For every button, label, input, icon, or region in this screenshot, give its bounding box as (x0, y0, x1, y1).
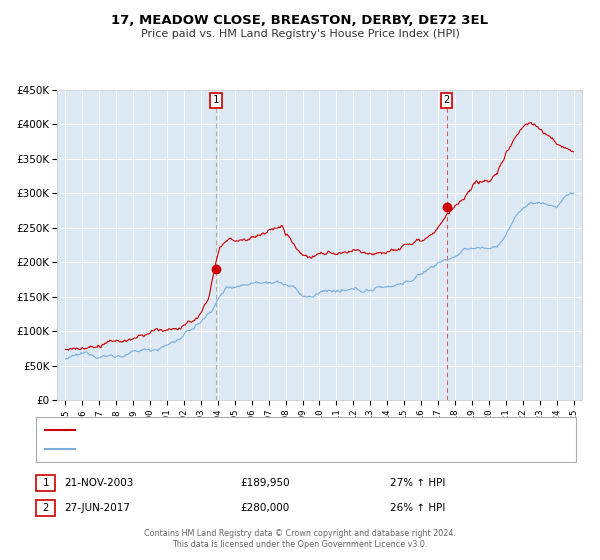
Text: £280,000: £280,000 (240, 503, 289, 513)
Text: 2: 2 (443, 95, 449, 105)
Text: 21-NOV-2003: 21-NOV-2003 (64, 478, 134, 488)
Text: 26% ↑ HPI: 26% ↑ HPI (390, 503, 445, 513)
Text: 17, MEADOW CLOSE, BREASTON, DERBY, DE72 3EL (detached house): 17, MEADOW CLOSE, BREASTON, DERBY, DE72 … (81, 424, 422, 435)
Point (442, 203, 451, 212)
Text: 27-JUN-2017: 27-JUN-2017 (64, 503, 130, 513)
Text: 1: 1 (213, 95, 220, 105)
Text: This data is licensed under the Open Government Licence v3.0.: This data is licensed under the Open Gov… (172, 540, 428, 549)
Text: 1: 1 (43, 478, 49, 488)
Point (211, 265, 221, 274)
Text: Contains HM Land Registry data © Crown copyright and database right 2024.: Contains HM Land Registry data © Crown c… (144, 529, 456, 538)
Text: £189,950: £189,950 (240, 478, 290, 488)
Text: 17, MEADOW CLOSE, BREASTON, DERBY, DE72 3EL: 17, MEADOW CLOSE, BREASTON, DERBY, DE72 … (112, 14, 488, 27)
Text: 2: 2 (43, 503, 49, 513)
Text: 27% ↑ HPI: 27% ↑ HPI (390, 478, 445, 488)
Text: HPI: Average price, detached house, Erewash: HPI: Average price, detached house, Erew… (81, 445, 303, 455)
Text: Price paid vs. HM Land Registry's House Price Index (HPI): Price paid vs. HM Land Registry's House … (140, 29, 460, 39)
